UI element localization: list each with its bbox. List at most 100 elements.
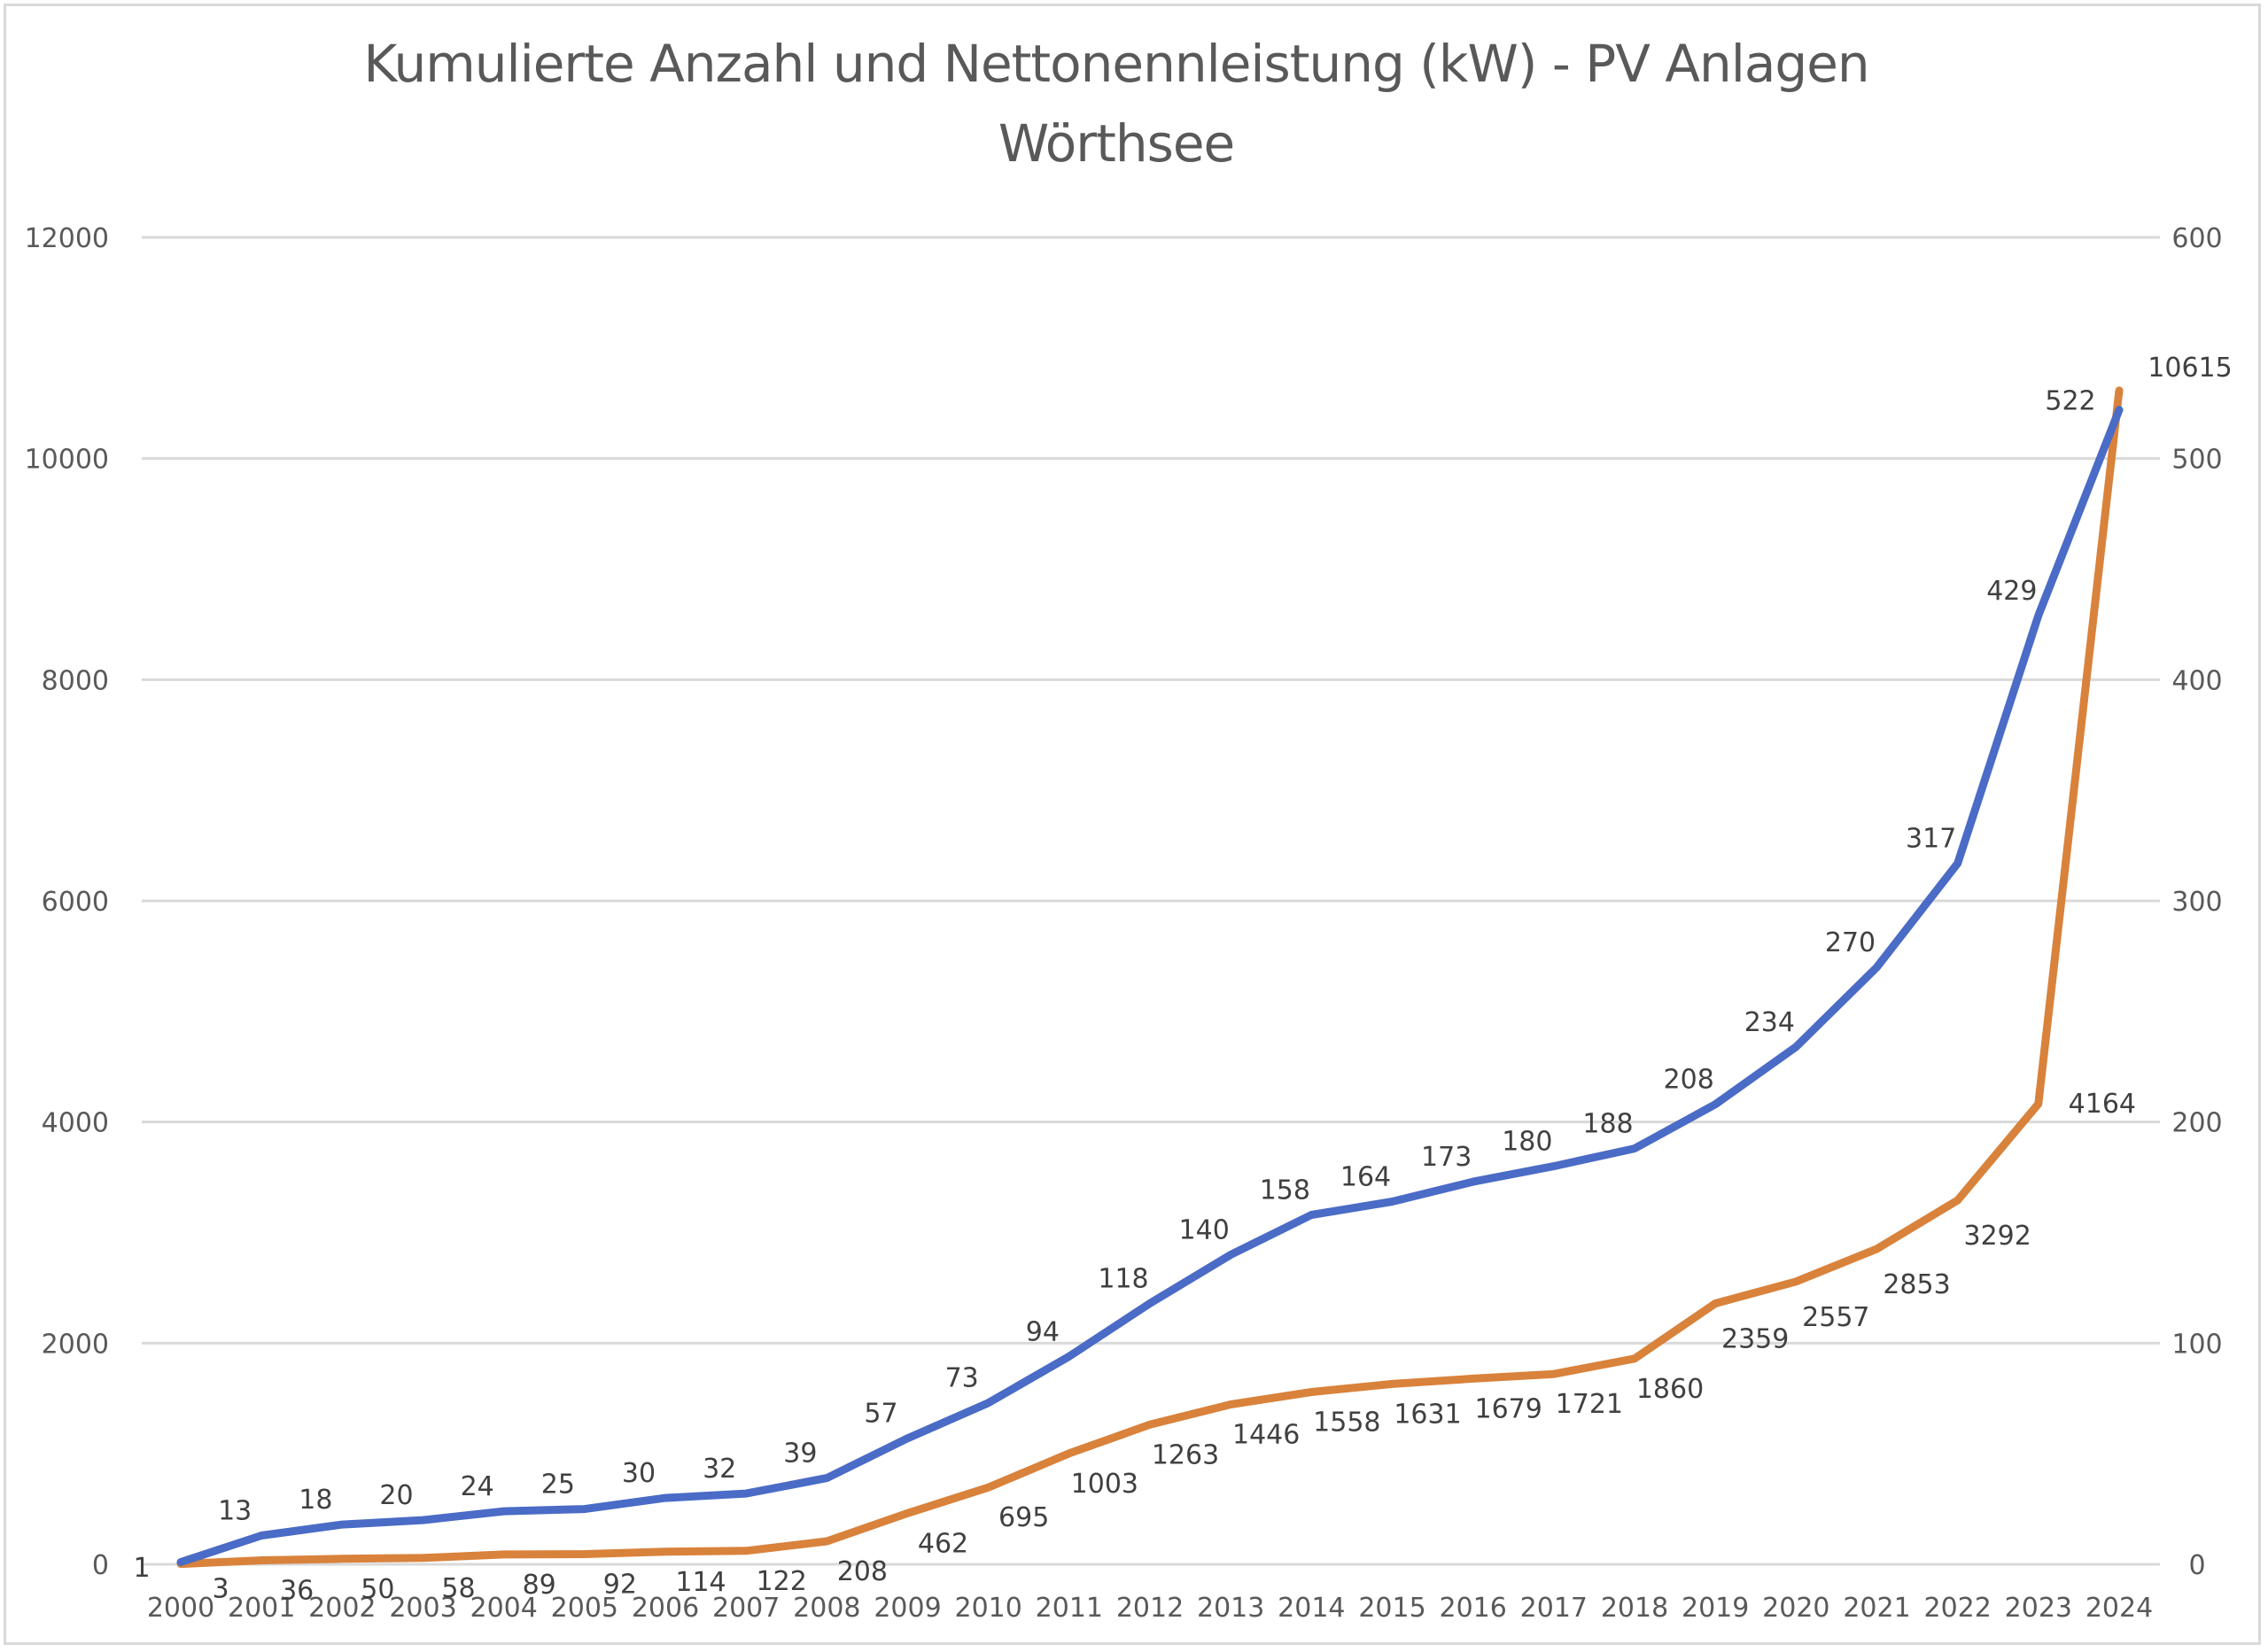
series-lines (176, 386, 2124, 1569)
data-label-anzahl: 234 (1744, 1007, 1795, 1038)
data-label-leistung: 1003 (1071, 1469, 1138, 1500)
data-label-leistung: 462 (918, 1528, 968, 1559)
data-label-anzahl: 164 (1340, 1162, 1391, 1193)
data-label-anzahl: 94 (1026, 1316, 1060, 1347)
data-label-leistung: 695 (998, 1502, 1049, 1533)
data-label-leistung: 2359 (1721, 1324, 1789, 1355)
data-label-anzahl: 188 (1582, 1109, 1633, 1140)
left-axis-tick-label: 4000 (42, 1108, 109, 1139)
data-label-leistung: 10615 (2148, 353, 2232, 384)
data-label-anzahl: 18 (299, 1485, 332, 1516)
data-label-anzahl: 429 (1986, 576, 2037, 607)
x-axis-tick-label: 2020 (1762, 1593, 1829, 1624)
x-axis-tick-label: 2003 (389, 1593, 456, 1624)
data-label-leistung: 1263 (1152, 1439, 1219, 1470)
x-axis-tick-label: 2000 (147, 1593, 214, 1624)
data-label-anzahl: 20 (379, 1480, 413, 1511)
left-axis-tick-label: 2000 (42, 1329, 109, 1360)
data-label-anzahl: 270 (1825, 927, 1876, 958)
data-label-anzahl: 522 (2045, 386, 2095, 417)
data-label-leistung: 1446 (1232, 1419, 1300, 1450)
left-axis-tick-label: 8000 (42, 665, 109, 696)
data-label-anzahl: 57 (864, 1399, 897, 1430)
data-label-anzahl: 32 (703, 1454, 736, 1485)
data-label-leistung: 122 (757, 1566, 807, 1597)
data-label-leistung: 3292 (1963, 1221, 2031, 1252)
data-label-anzahl: 140 (1179, 1214, 1230, 1245)
x-axis-tick-label: 2004 (470, 1593, 537, 1624)
x-axis-tick-label: 2018 (1601, 1593, 1668, 1624)
gridlines (142, 236, 2160, 1566)
series-line-anzahl (176, 406, 2124, 1566)
x-axis-tick-label: 2022 (1923, 1593, 1991, 1624)
left-axis-tick-label: 0 (92, 1550, 109, 1581)
data-label-leistung: 58 (441, 1573, 475, 1604)
data-label-leistung: 114 (675, 1567, 726, 1598)
right-axis-tick-label: 300 (2171, 887, 2222, 918)
right-axis-tick-label: 400 (2171, 665, 2222, 696)
data-label-leistung: 1631 (1394, 1399, 1461, 1430)
x-axis-tick-label: 2012 (1116, 1593, 1184, 1624)
x-axis-ticks: 2000 2001 2002 2003 2004 2005 2006 2007 2008 2009… (147, 1593, 2153, 1624)
right-axis-tick-label: 100 (2171, 1329, 2222, 1360)
data-label-leistung: 208 (837, 1556, 888, 1587)
data-label-leistung: 1860 (1636, 1374, 1704, 1405)
x-axis-tick-label: 2024 (2085, 1593, 2153, 1624)
data-label-leistung: 36 (280, 1576, 314, 1607)
x-axis-tick-label: 2023 (2005, 1593, 2072, 1624)
data-label-anzahl: 24 (461, 1471, 494, 1502)
data-label-anzahl: 25 (541, 1470, 575, 1501)
right-axis-tick-label: 500 (2171, 445, 2222, 476)
data-label-leistung: 1558 (1313, 1408, 1380, 1439)
left-axis-tick-label: 12000 (25, 223, 109, 254)
data-label-leistung: 2853 (1883, 1269, 1950, 1300)
data-label-anzahl: 73 (945, 1363, 979, 1394)
left-axis-tick-label: 6000 (42, 887, 109, 918)
right-axis-tick-label: 0 (2188, 1550, 2205, 1581)
right-axis-tick-label: 200 (2171, 1108, 2222, 1139)
data-label-anzahl: 30 (622, 1458, 656, 1489)
x-axis-tick-label: 2009 (874, 1593, 941, 1624)
x-axis-tick-label: 2006 (632, 1593, 699, 1624)
chart-frame (4, 4, 2261, 1645)
x-axis-tick-label: 2016 (1439, 1593, 1506, 1624)
data-label-anzahl: 317 (1906, 824, 1956, 855)
x-axis-tick-label: 2007 (712, 1593, 780, 1624)
data-label-leistung: 92 (603, 1570, 637, 1601)
data-label-anzahl: 118 (1098, 1263, 1148, 1294)
data-label-leistung: 50 (361, 1574, 394, 1605)
x-axis-tick-label: 2015 (1358, 1593, 1425, 1624)
x-axis-tick-label: 2005 (551, 1593, 618, 1624)
data-label-leistung: 89 (523, 1570, 556, 1601)
chart-subtitle: Wörthsee (998, 113, 1235, 174)
data-label-anzahl: 173 (1421, 1142, 1472, 1173)
data-label-leistung: 2557 (1802, 1302, 1869, 1333)
series-line-leistung (176, 386, 2124, 1569)
x-axis-tick-label: 2002 (308, 1593, 376, 1624)
x-axis-tick-label: 2010 (954, 1593, 1021, 1624)
data-label-anzahl: 1 (133, 1553, 150, 1584)
data-label-anzahl: 39 (783, 1439, 817, 1470)
x-axis-tick-label: 2001 (228, 1593, 295, 1624)
data-label-leistung: 1679 (1474, 1393, 1542, 1424)
x-axis-tick-label: 2019 (1682, 1593, 1749, 1624)
data-label-leistung: 1721 (1556, 1389, 1623, 1420)
data-label-anzahl: 180 (1502, 1127, 1552, 1158)
x-axis-tick-label: 2021 (1843, 1593, 1910, 1624)
left-axis-ticks: 0 2000 4000 6000 8000 10000 12000 (25, 223, 109, 1581)
data-label-leistung: 4164 (2069, 1089, 2136, 1120)
x-axis-tick-label: 2017 (1520, 1593, 1588, 1624)
x-axis-tick-label: 2013 (1197, 1593, 1264, 1624)
data-label-anzahl: 158 (1260, 1175, 1310, 1206)
data-label-leistung: 3 (212, 1574, 229, 1605)
right-axis-tick-label: 600 (2171, 223, 2222, 254)
data-label-anzahl: 208 (1664, 1065, 1714, 1096)
right-axis-ticks: 0 100 200 300 400 500 600 (2171, 223, 2222, 1581)
data-label-anzahl: 13 (218, 1496, 252, 1527)
x-axis-tick-label: 2008 (793, 1593, 860, 1624)
x-axis-tick-label: 2014 (1278, 1593, 1345, 1624)
x-axis-tick-label: 2011 (1036, 1593, 1103, 1624)
chart-title: Kumulierte Anzahl und Nettonennleistung … (363, 34, 1869, 94)
